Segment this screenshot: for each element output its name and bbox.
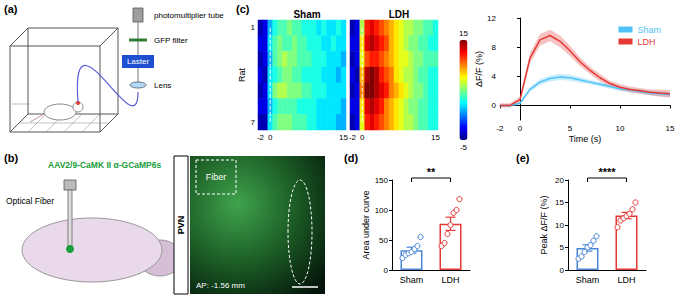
svg-text:4: 4 [492, 72, 497, 81]
svg-text:****: **** [598, 166, 616, 178]
svg-text:50: 50 [379, 236, 388, 245]
svg-text:Fiber: Fiber [206, 172, 227, 182]
svg-text:-5: -5 [460, 143, 468, 152]
svg-text:AP: -1.56 mm: AP: -1.56 mm [196, 281, 245, 290]
svg-text:Time (s): Time (s) [569, 134, 602, 144]
svg-text:**: ** [427, 166, 436, 178]
svg-text:Rat: Rat [237, 68, 247, 83]
svg-text:Sham: Sham [400, 275, 424, 285]
svg-text:Area under curve: Area under curve [361, 190, 371, 259]
svg-text:LDH: LDH [441, 275, 459, 285]
svg-text:LDH: LDH [617, 275, 635, 285]
svg-text:15: 15 [459, 29, 468, 38]
svg-text:(d): (d) [344, 152, 358, 164]
svg-text:0: 0 [560, 266, 565, 275]
svg-text:-2: -2 [496, 124, 504, 133]
svg-text:ΔF/F (%): ΔF/F (%) [474, 51, 484, 87]
svg-text:8: 8 [492, 43, 497, 52]
svg-text:0: 0 [492, 101, 497, 110]
svg-text:Sham: Sham [293, 9, 320, 20]
svg-text:(b): (b) [4, 152, 18, 164]
svg-text:(a): (a) [4, 3, 18, 15]
svg-text:Sham: Sham [576, 275, 600, 285]
svg-text:15: 15 [431, 133, 440, 142]
svg-text:LDH: LDH [389, 9, 410, 20]
svg-text:Optical Fiber: Optical Fiber [6, 196, 54, 206]
svg-text:Peak ΔF/F (%): Peak ΔF/F (%) [539, 195, 549, 254]
svg-text:0: 0 [360, 133, 365, 142]
svg-text:Sham: Sham [637, 25, 661, 35]
svg-text:LDH: LDH [637, 37, 655, 47]
svg-text:-2: -2 [349, 133, 357, 142]
svg-text:0: 0 [518, 124, 523, 133]
svg-text:5: 5 [568, 124, 573, 133]
svg-text:PVN: PVN [176, 216, 186, 235]
svg-text:-2: -2 [257, 133, 265, 142]
svg-text:10: 10 [616, 124, 625, 133]
svg-text:AAV2/9-CaMK II α-GCaMP6s: AAV2/9-CaMK II α-GCaMP6s [48, 160, 162, 170]
svg-text:Lens: Lens [154, 81, 171, 90]
svg-text:15: 15 [666, 124, 675, 133]
svg-text:7: 7 [251, 118, 256, 127]
svg-text:(c): (c) [236, 3, 250, 15]
svg-text:150: 150 [375, 176, 389, 185]
svg-text:1: 1 [251, 23, 256, 32]
svg-text:15: 15 [555, 198, 564, 207]
svg-text:100: 100 [375, 206, 389, 215]
svg-text:(e): (e) [516, 152, 530, 164]
svg-text:10: 10 [555, 221, 564, 230]
svg-text:GFP filter: GFP filter [154, 36, 188, 45]
svg-text:photomultiplier tube: photomultiplier tube [154, 11, 224, 20]
svg-text:12: 12 [487, 14, 496, 23]
svg-text:Laster: Laster [127, 57, 150, 66]
svg-text:15: 15 [339, 133, 348, 142]
svg-text:0: 0 [384, 266, 389, 275]
svg-text:20: 20 [555, 176, 564, 185]
svg-text:5: 5 [560, 243, 565, 252]
svg-text:0: 0 [268, 133, 273, 142]
